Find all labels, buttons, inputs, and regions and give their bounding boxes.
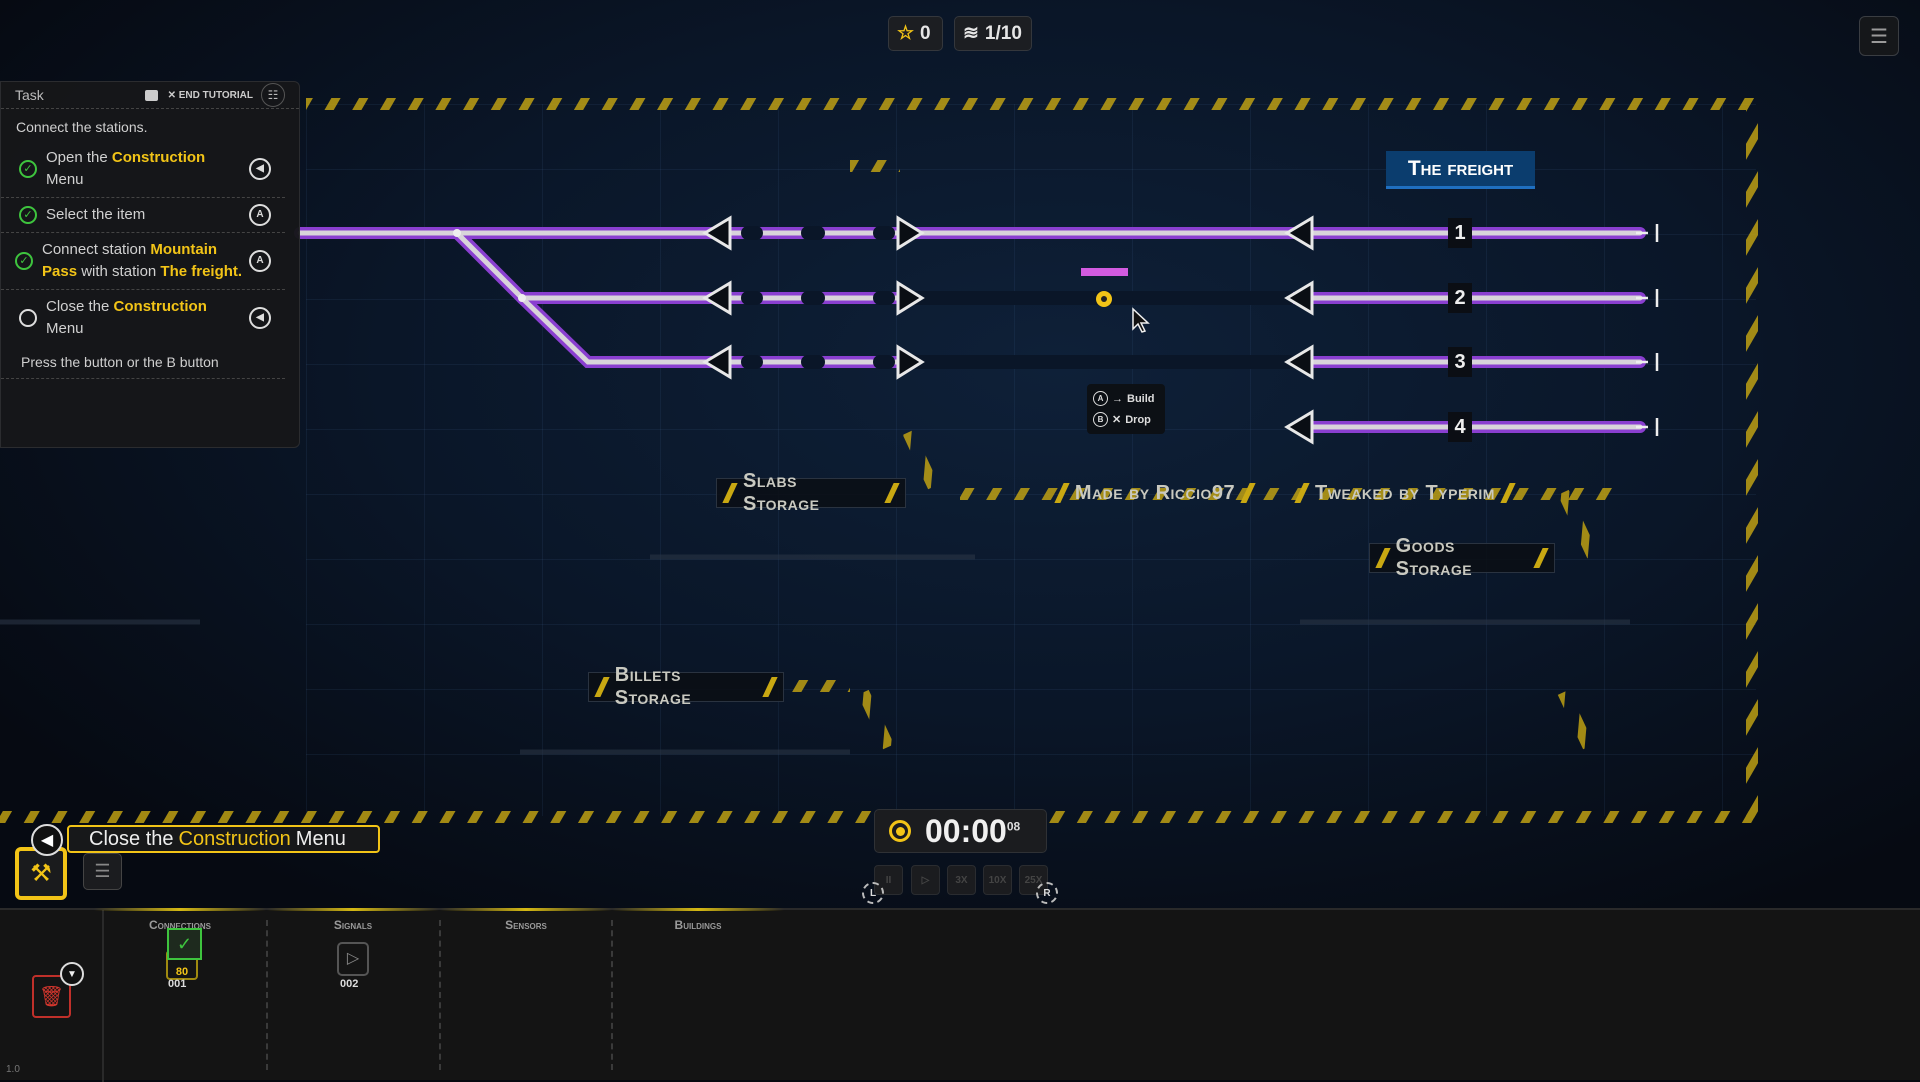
tab-signals[interactable]: Signals [267, 908, 439, 932]
platform-number: 2 [1448, 283, 1472, 313]
chat-icon[interactable] [144, 89, 158, 101]
r-shoulder-icon: R [1036, 882, 1058, 904]
back-button-icon[interactable]: ◀ [249, 158, 271, 180]
task-panel: Task ✕ END TUTORIAL ☷ Connect the statio… [0, 81, 300, 448]
a-button-icon[interactable]: A [249, 250, 271, 272]
play-button[interactable]: ▷ [911, 865, 940, 895]
layers-icon: ≋ [963, 23, 979, 44]
l-shoulder-icon: L [862, 882, 884, 904]
connections-count: 001 [168, 978, 187, 990]
version-label: 1.0 [6, 1064, 20, 1075]
star-icon: ☆ [897, 23, 915, 44]
billets-storage-label: Billets Storage [588, 664, 784, 709]
level-counter: ≋ 1/10 [954, 16, 1032, 51]
slabs-storage-label: Slabs Storage [716, 470, 906, 515]
dropdown-arrow-icon[interactable]: ▼ [60, 962, 84, 986]
map-grid [306, 104, 1756, 816]
construction-toolbar: 🗑 ▼ 1.0 Connections Signals Sensors Buil… [0, 908, 1920, 1082]
trash-icon: 🗑 [38, 986, 65, 1008]
task-item: ✓ Connect station Mountain Pass with sta… [1, 233, 285, 290]
action-tooltip: A → Build B ✕ Drop [1087, 384, 1165, 434]
settings-sliders-button[interactable]: ☰ [83, 853, 122, 890]
task-note: Press the button or the B button [1, 346, 285, 379]
timer-value: 00:00 [925, 812, 1007, 849]
made-by-label: Made by Riccio97 [1030, 478, 1280, 508]
platform-number: 1 [1448, 218, 1472, 248]
station-label-the-freight[interactable]: The freight [1386, 151, 1535, 189]
timer-fraction: 08 [1006, 818, 1021, 833]
tweaked-by-label: Tweaked by Typerim [1270, 478, 1540, 508]
record-icon [889, 820, 911, 842]
task-intro: Connect the stations. [16, 119, 148, 135]
placement-preview [1081, 268, 1128, 276]
mouse-cursor-icon [1132, 307, 1150, 333]
task-title: Task [15, 87, 44, 103]
tab-sensors[interactable]: Sensors [440, 908, 612, 932]
construction-worker-icon: ⚒ [30, 860, 52, 887]
rail-tracks [294, 226, 1646, 433]
b-button-icon: B [1093, 412, 1108, 427]
platform-number: 3 [1448, 347, 1472, 377]
rail-connection-item[interactable]: ✓ [167, 928, 202, 960]
signals-count: 002 [340, 978, 359, 990]
stars-value: 0 [920, 22, 931, 44]
back-button-icon[interactable]: ◀ [249, 307, 271, 329]
game-board[interactable]: The freight 1 2 3 4 A → Build B ✕ Drop Sla… [0, 0, 1920, 910]
a-button-icon[interactable]: A [249, 204, 271, 226]
end-tutorial-button[interactable]: ✕ END TUTORIAL [167, 89, 253, 101]
delete-button[interactable]: 🗑 [32, 975, 71, 1018]
track-ends [1636, 224, 1659, 436]
drop-label: Drop [1125, 413, 1151, 426]
tab-buildings[interactable]: Buildings [612, 908, 784, 932]
inactive-tracks [0, 554, 1630, 755]
main-menu-button[interactable]: ☰ [1859, 16, 1899, 56]
unchecked-circle-icon [19, 309, 37, 327]
goods-storage-label: Goods Storage [1369, 535, 1555, 580]
signal-item[interactable]: ▷ [337, 942, 369, 976]
check-icon: ✓ [19, 206, 37, 224]
task-item: Close the Construction Menu ◀ [1, 290, 285, 346]
task-item: ✓ Open the Construction Menu ◀ [1, 141, 285, 198]
build-label: Build [1127, 392, 1155, 405]
signals [702, 215, 1314, 445]
hint-banner: Close the Construction Menu [67, 825, 380, 853]
task-list-button[interactable]: ☷ [261, 83, 285, 107]
speed-3x-button[interactable]: 3X [947, 865, 976, 895]
junction-node [518, 294, 526, 302]
check-icon: ✓ [19, 160, 37, 178]
list-menu-icon: ☰ [1870, 25, 1888, 48]
play-signal-icon: ▷ [346, 950, 360, 967]
level-value: 1/10 [984, 22, 1022, 44]
game-timer: 00:0008 [874, 809, 1047, 853]
stars-counter: ☆ 0 [888, 16, 943, 51]
sliders-icon: ☰ [94, 861, 111, 881]
speed-10x-button[interactable]: 10X [983, 865, 1012, 895]
pause-button[interactable]: II [874, 865, 903, 895]
check-icon: ✓ [15, 252, 33, 270]
task-item: ✓ Select the item A [1, 198, 285, 233]
platform-number: 4 [1448, 412, 1472, 442]
back-arrow-icon[interactable]: ◀ [31, 824, 63, 856]
junction-node [453, 229, 461, 237]
a-button-icon: A [1093, 391, 1108, 406]
